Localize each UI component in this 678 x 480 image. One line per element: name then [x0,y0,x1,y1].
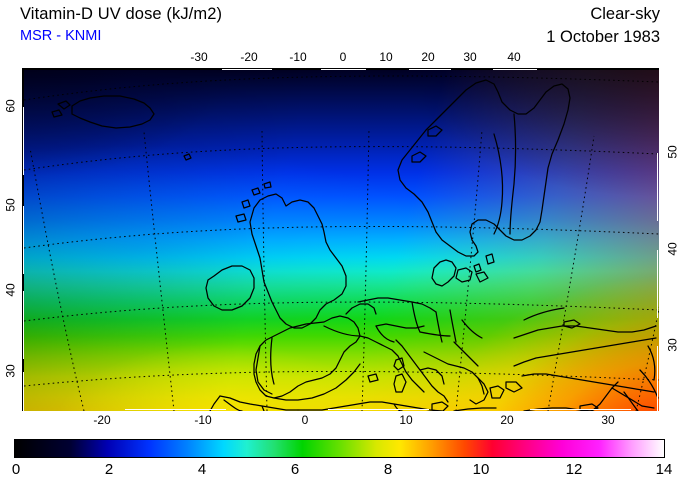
ytick-left-label-2: 40 [3,283,18,297]
xtick-bottom-label-3: 10 [399,413,413,427]
tick-bottom-2 [530,409,631,410]
colorbar-tick-label-2: 4 [197,461,207,478]
colorbar-tick-label-5: 10 [472,461,490,478]
coastlines [51,79,659,411]
tick-right-0 [657,153,658,221]
source-label: MSR - KNMI [20,28,102,44]
tick-top-0 [222,69,272,70]
colorbar [14,439,665,458]
tick-left-2 [23,291,24,359]
xtick-top-label-0: -30 [190,50,208,64]
date-label: 1 October 1983 [546,28,660,46]
xtick-top-label-7: 40 [507,50,521,64]
tick-left-3 [23,372,24,412]
tick-left-0 [23,107,24,175]
colorbar-tick-label-1: 2 [104,461,114,478]
graticule [24,75,659,411]
colorbar-gradient [15,440,664,457]
colorbar-tick-label-3: 6 [290,461,300,478]
xtick-top-label-4: 10 [379,50,393,64]
ytick-right-label-1: 40 [665,242,678,256]
xtick-bottom-label-1: -10 [194,413,212,427]
map-overlay [24,75,659,411]
colorbar-tick-label-7: 14 [655,461,673,478]
tick-top-2 [409,69,451,70]
colorbar-frame [14,439,665,458]
ytick-right-label-0: 50 [665,145,678,159]
tick-bottom-0 [125,409,226,410]
xtick-bottom-label-5: 30 [601,413,615,427]
tick-right-1 [657,250,658,318]
ytick-right-label-2: 30 [665,338,678,352]
colorbar-tick-label-0: 0 [11,461,21,478]
xtick-top-label-2: -10 [289,50,307,64]
tick-top-1 [321,69,366,70]
colorbar-tick-label-4: 8 [383,461,393,478]
tick-bottom-1 [328,409,429,410]
xtick-top-label-5: 20 [421,50,435,64]
map-plot-frame [22,68,659,414]
xtick-top-label-1: -20 [240,50,258,64]
ytick-left-label-0: 60 [3,99,18,113]
tick-left-1 [23,206,24,274]
map-field [24,70,659,411]
xtick-bottom-label-4: 20 [500,413,514,427]
page-title: Vitamin-D UV dose (kJ/m2) [20,5,223,23]
tick-top-3 [493,69,537,70]
xtick-bottom-label-2: 0 [301,413,309,427]
xtick-bottom-label-0: -20 [93,413,111,427]
ytick-left-label-3: 30 [3,364,18,378]
condition-label: Clear-sky [590,5,660,23]
ytick-left-label-1: 50 [3,198,18,212]
colorbar-tick-label-6: 12 [565,461,583,478]
xtick-top-label-6: 30 [463,50,477,64]
xtick-top-label-3: 0 [339,50,347,64]
tick-right-2 [657,346,658,414]
